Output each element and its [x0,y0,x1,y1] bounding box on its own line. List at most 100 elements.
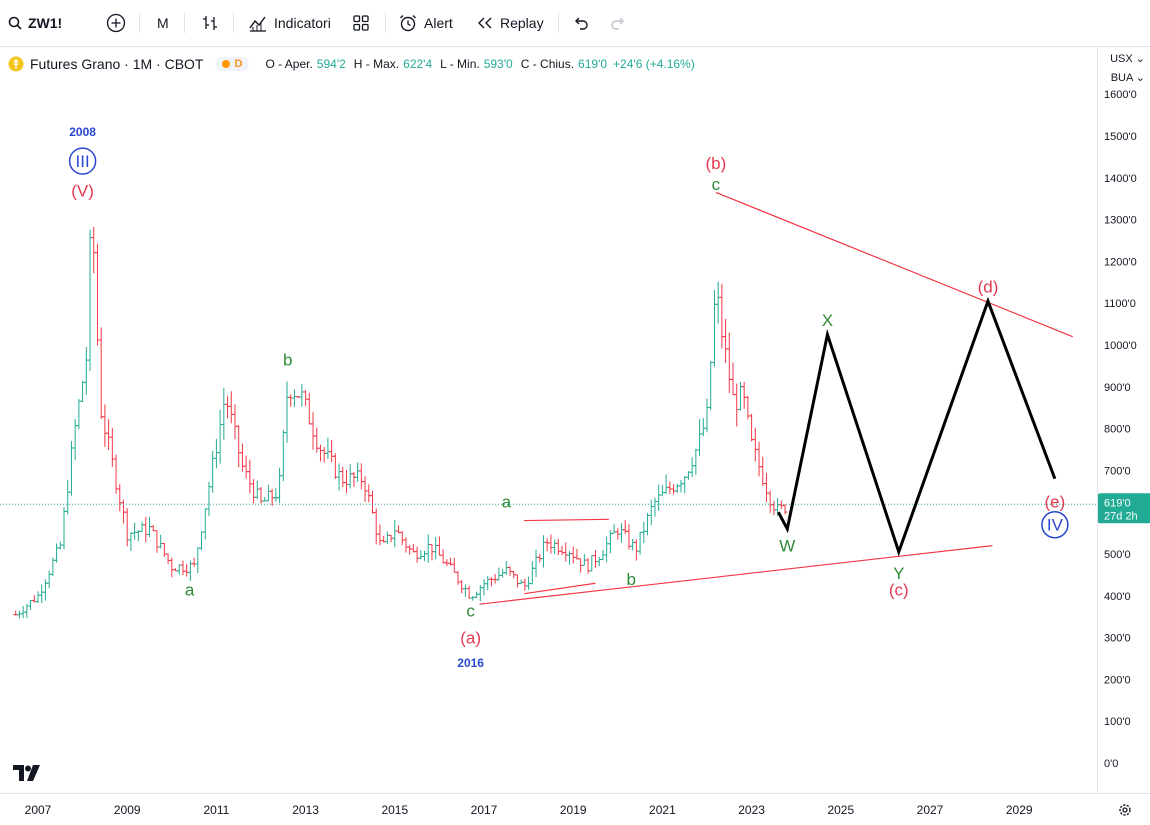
ohlc-bar [132,522,138,540]
ohlc-bar [288,394,294,407]
ohlc-bar [474,591,480,599]
ohlc-bar [202,508,208,540]
wave-label-circle [1041,510,1069,539]
ohlc-bar [425,534,431,563]
chart-type-button[interactable] [200,0,220,46]
ohlc-bar [481,579,487,596]
ohlc-bar [671,484,677,495]
ohlc-bar [462,584,468,597]
ohlc-bar [362,476,368,502]
ohlc-bar [254,480,260,500]
ohlc-bar [496,567,502,581]
tradingview-logo[interactable] [13,764,45,782]
chart-pane[interactable]: 2008 III (V) a b a c (a) 2016 b (b) c W X Y (c) (d) (e) IV [0,47,1097,793]
undo-button[interactable] [572,0,590,46]
ohlc-bar [299,383,305,407]
redo-button[interactable] [609,0,627,46]
bar-chart-type-icon [203,16,217,30]
chevron-down-icon: ⌄ [1132,72,1145,84]
ohlc-bar [291,389,297,408]
wave-label: (V) [71,181,94,200]
trendline-upper [715,191,1073,338]
ohlc-bar [314,427,320,453]
ohlc-bar [143,516,149,543]
ohlc-bar [176,564,182,575]
grid-layout-icon [353,15,369,31]
ohlc-bar [128,532,134,551]
ohlc-bar [236,425,242,468]
replay-button[interactable]: Replay [476,0,544,46]
symbol-title[interactable]: Futures Grano · 1M · CBOT [30,56,204,72]
ohlc-bar [485,576,491,591]
price-tick-label: 1000'0 [1104,340,1137,352]
symbol-search-button[interactable]: ZW1! [8,0,62,46]
open-label: O - Aper. [265,57,313,71]
exchange-selector[interactable]: BUA ⌄ [1111,71,1145,84]
ohlc-bar [210,450,216,493]
gear-icon[interactable] [1117,802,1133,818]
open-value: 594'2 [316,57,346,71]
wave-projection-path [777,296,1057,557]
layout-templates-button[interactable] [352,0,370,46]
time-tick-label: 2017 [471,803,498,817]
ohlc-bar [440,549,446,564]
ohlc-bar [555,538,561,556]
wave-label: (e) [1044,493,1065,512]
ohlc-bar [321,447,327,463]
ohlc-bar [470,596,476,601]
ohlc-bar [529,561,535,585]
ohlc-bar [533,549,539,578]
ohlc-bar [656,484,662,511]
price-ticks: 1600'0 1500'0 1400'0 1300'0 1200'0 1100'0 1000… [1098,89,1150,770]
interval-label: M [157,15,169,31]
wave-label: b [626,570,635,589]
ohlc-bar [645,512,651,536]
price-tick-label: 0'0 [1104,758,1118,770]
indicators-icon [249,16,266,32]
ohlc-bar [98,327,104,419]
price-tick-label: 400'0 [1104,591,1131,603]
price-axis[interactable]: USX ⌄ BUA ⌄ 1600'0 1500'0 1400'0 1300'0 1200… [1097,47,1150,793]
ohlc-bar [488,577,494,587]
wave-label: Y [893,564,904,583]
alert-button[interactable]: Alert [398,0,453,46]
ohlc-bar [42,579,48,601]
ohlc-bar [184,564,190,577]
compare-symbol-button[interactable] [106,0,126,46]
currency-selector[interactable]: USX ⌄ [1110,52,1145,65]
countdown-label: 27d 2h [1104,510,1138,522]
ohlc-bar [199,531,205,551]
ohlc-bar [377,524,383,546]
price-tick-label: 800'0 [1104,424,1131,436]
last-price-label: 619'0 [1104,497,1131,509]
ohlc-bar [280,429,286,482]
wave-label: 2008 [69,125,96,139]
interval-button[interactable]: M [157,0,169,46]
price-tick-label: 300'0 [1104,633,1131,645]
ohlc-bar [180,560,186,576]
trendline-lower [479,545,993,605]
redo-arrow-icon [611,17,624,30]
data-delay-badge[interactable]: D [215,57,250,71]
time-tick-label: 2007 [25,803,52,817]
time-axis[interactable]: 2007 2009 2011 2013 2015 2017 2019 2021 2023 2025… [0,793,1150,825]
chevron-down-icon: ⌄ [1132,53,1145,65]
low-value: 593'0 [483,57,513,71]
ohlc-bar [414,546,420,563]
ohlc-bar [139,521,145,532]
ohlc-bar [663,474,669,494]
ohlc-bar [102,404,108,447]
ohlc-bar [120,499,126,524]
ohlc-bars [13,226,788,619]
indicators-button[interactable]: Indicatori [248,0,331,46]
ohlc-bar [329,440,335,463]
toolbar-divider [184,13,185,33]
ohlc-bar [113,454,119,494]
ohlc-bar [384,531,390,545]
ohlc-bar [332,453,338,480]
ohlc-bar [760,456,766,486]
ohlc-bar [593,550,598,568]
ohlc-bar [630,538,636,551]
ohlc-bar [459,579,465,594]
time-tick-label: 2021 [649,803,676,817]
